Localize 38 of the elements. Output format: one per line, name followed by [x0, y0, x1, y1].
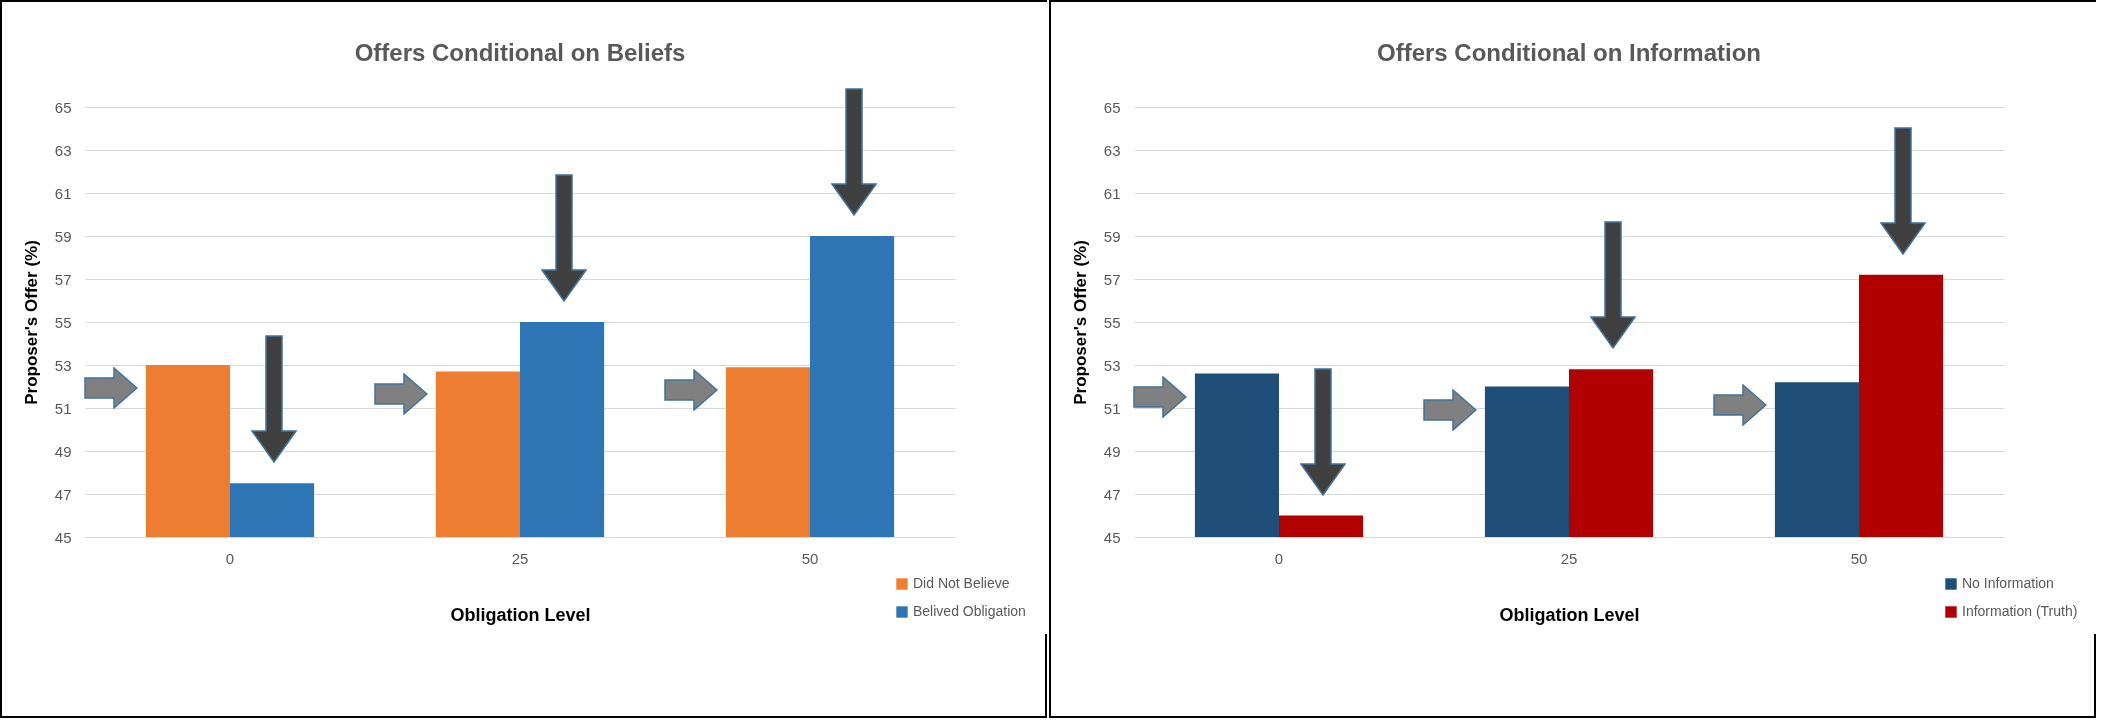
y-tick-label: 55 — [54, 313, 72, 331]
x-tick-label: 50 — [1850, 549, 1868, 567]
legend-label: Belived Obligation — [913, 603, 1026, 619]
y-tick-label: 65 — [1103, 98, 1121, 116]
y-tick-label: 49 — [54, 442, 72, 460]
y-tick-label: 61 — [1103, 184, 1121, 202]
legend-label: Did Not Believe — [913, 575, 1010, 591]
y-tick-label: 55 — [1103, 313, 1121, 331]
y-tick-label: 59 — [54, 227, 72, 245]
chart-title: Offers Conditional on Information — [1377, 39, 1761, 66]
y-tick-label: 65 — [54, 98, 72, 116]
y-tick-label: 47 — [1103, 485, 1121, 503]
x-tick-label: 0 — [1274, 549, 1284, 567]
x-axis-title: Obligation Level — [450, 604, 591, 625]
x-tick-label: 25 — [511, 549, 529, 567]
y-axis-title: Proposer's Offer (%) — [1070, 240, 1090, 405]
y-tick-label: 51 — [1103, 399, 1121, 417]
y-tick-label: 53 — [1103, 356, 1121, 374]
y-tick-label: 49 — [1103, 442, 1121, 460]
x-tick-label: 50 — [801, 549, 819, 567]
legend-label: Information (Truth) — [1962, 603, 2078, 619]
y-tick-label: 57 — [1103, 270, 1121, 288]
y-tick-label: 57 — [54, 270, 72, 288]
y-tick-label: 63 — [1103, 141, 1121, 159]
y-tick-label: 53 — [54, 356, 72, 374]
y-tick-label: 45 — [54, 528, 72, 546]
y-tick-label: 63 — [54, 141, 72, 159]
y-tick-label: 59 — [1103, 227, 1121, 245]
chart-title: Offers Conditional on Beliefs — [354, 39, 686, 66]
y-tick-label: 51 — [54, 399, 72, 417]
y-axis-title: Proposer's Offer (%) — [21, 240, 41, 405]
x-axis-title: Obligation Level — [1499, 604, 1640, 625]
x-tick-label: 25 — [1560, 549, 1578, 567]
y-tick-label: 61 — [54, 184, 72, 202]
legend-label: No Information — [1962, 575, 2054, 591]
x-tick-label: 0 — [225, 549, 235, 567]
y-tick-label: 45 — [1103, 528, 1121, 546]
y-tick-label: 47 — [54, 485, 72, 503]
